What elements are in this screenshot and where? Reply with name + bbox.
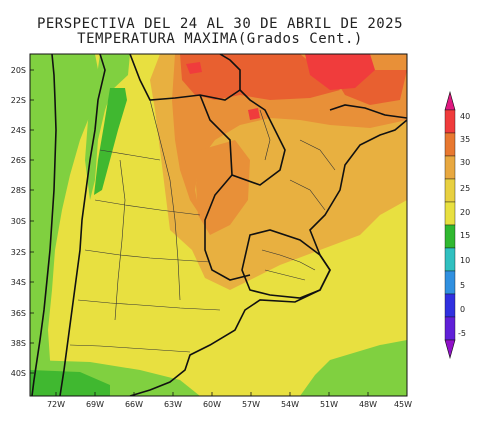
- chile-argentina-border: [59, 54, 106, 396]
- legend-bin: [444, 293, 456, 318]
- bolivia-border: [129, 54, 241, 101]
- lat-label: 28S: [11, 186, 26, 195]
- legend-bin: [444, 247, 456, 272]
- legend-bin: [444, 109, 456, 134]
- pacific-coastline: [31, 54, 57, 396]
- legend-label: 5: [460, 281, 465, 290]
- province-line: [299, 139, 336, 171]
- map-frame: [29, 53, 408, 397]
- province-line: [77, 299, 221, 311]
- legend-label: -5: [458, 329, 466, 338]
- legend-label: 20: [460, 208, 470, 217]
- atlantic-coastline: [129, 119, 407, 396]
- shade-green-southeast: [300, 340, 407, 396]
- brazil-argentina-border: [204, 174, 251, 281]
- shade-green-west: [30, 54, 100, 396]
- lat-label: 40S: [11, 369, 26, 378]
- shade-orange-center: [196, 140, 250, 235]
- legend-label: 35: [460, 135, 470, 144]
- legend-label: 0: [460, 305, 465, 314]
- legend-bin: [444, 316, 456, 341]
- lat-label: 38S: [11, 339, 26, 348]
- legend-bin: [444, 270, 456, 295]
- legend-bin: [444, 155, 456, 180]
- shade-red-small: [186, 62, 202, 74]
- province-line: [99, 149, 161, 161]
- legend-top-arrow: [444, 90, 456, 111]
- legend-label: 40: [460, 112, 470, 121]
- province-line: [261, 249, 316, 271]
- legend-bin: [444, 224, 456, 249]
- map-subtitle: TEMPERATURA MAXIMA(Grados Cent.): [77, 31, 363, 47]
- paraguay-border: [199, 89, 286, 186]
- brazil-coast-north: [329, 104, 407, 119]
- province-line: [264, 269, 306, 281]
- shade-red-paraguay: [248, 108, 260, 120]
- legend-label: 30: [460, 158, 470, 167]
- lon-label: 45W: [394, 400, 412, 409]
- province-line: [84, 249, 211, 263]
- province-line: [94, 199, 201, 216]
- province-line: [259, 109, 271, 161]
- legend-bottom-arrow: [444, 339, 456, 360]
- shade-green-andes-north: [85, 54, 130, 200]
- legend-bin: [444, 132, 456, 157]
- province-borders: [69, 99, 336, 353]
- lon-label: 63W: [164, 400, 182, 409]
- lon-label: 69W: [86, 400, 104, 409]
- lat-label: 32S: [11, 248, 26, 257]
- legend-label: 10: [460, 256, 470, 265]
- lon-label: 60W: [203, 400, 221, 409]
- legend-bin: [444, 178, 456, 203]
- color-legend: 40 35 30 25 20 15 10 5 0 -5: [444, 90, 470, 360]
- legend-label: 15: [460, 231, 470, 240]
- lon-label: 48W: [359, 400, 377, 409]
- lat-label: 36S: [11, 309, 26, 318]
- shade-darkgreen-andes: [94, 88, 127, 195]
- lat-label: 26S: [11, 156, 26, 165]
- country-borders: [31, 54, 407, 396]
- lon-label: 66W: [125, 400, 143, 409]
- lat-label: 20S: [11, 66, 26, 75]
- province-line: [69, 344, 191, 353]
- province-line: [114, 159, 126, 321]
- province-line: [289, 179, 326, 211]
- latitude-axis: 20S 22S 24S 26S 28S 30S 32S 34S 36S 38S …: [11, 66, 34, 378]
- legend-bin: [444, 201, 456, 226]
- lon-label: 57W: [242, 400, 260, 409]
- longitude-axis: 72W 69W 66W 63W 60W 57W 54W 51W 48W 45W: [47, 392, 412, 409]
- shade-green-yellow-band: [36, 200, 44, 300]
- map-title: PERSPECTIVA DEL 24 AL 30 DE ABRIL DE 202…: [36, 16, 404, 32]
- shade-red-orange: [180, 54, 340, 100]
- shade-red: [305, 54, 375, 90]
- province-line: [149, 99, 181, 301]
- lon-label: 72W: [47, 400, 65, 409]
- legend-label: 25: [460, 184, 470, 193]
- lat-label: 34S: [11, 278, 26, 287]
- lat-label: 30S: [11, 217, 26, 226]
- lon-label: 51W: [320, 400, 338, 409]
- shade-darkgreen-south: [30, 370, 110, 396]
- lat-label: 24S: [11, 126, 26, 135]
- lat-label: 22S: [11, 96, 26, 105]
- lon-label: 54W: [281, 400, 299, 409]
